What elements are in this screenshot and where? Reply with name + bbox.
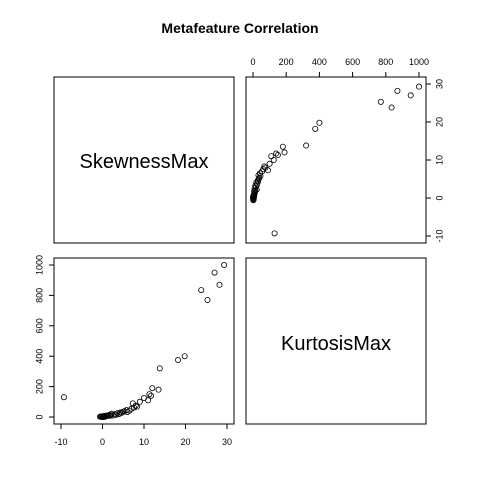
tick-label-left: 400: [34, 349, 44, 364]
tick-label-top: 800: [378, 57, 393, 67]
tick-label-bottom: 20: [180, 437, 190, 447]
data-point: [149, 385, 156, 392]
data-point: [394, 87, 401, 94]
variable-label-skewness: SkewnessMax: [80, 151, 209, 173]
scatter-panel-lower: [53, 257, 235, 425]
data-point: [261, 163, 268, 170]
tick-label-top: 1000: [409, 57, 429, 67]
data-point: [105, 412, 112, 419]
data-point: [136, 398, 143, 405]
data-point: [126, 407, 133, 414]
data-point: [221, 261, 228, 268]
tick-label-left: 1000: [34, 255, 44, 275]
data-point: [131, 404, 138, 411]
tick-label-top: 200: [279, 57, 294, 67]
tick-label-left: 0: [34, 414, 44, 419]
data-point: [255, 172, 262, 179]
points-upper-panel: [249, 83, 422, 237]
tick-label-bottom: -10: [54, 437, 67, 447]
data-point: [407, 92, 414, 99]
data-point: [108, 410, 115, 417]
data-point: [145, 397, 152, 404]
data-point: [279, 143, 286, 150]
data-point: [281, 149, 288, 156]
data-point: [262, 164, 269, 171]
tick-label-left: 200: [34, 379, 44, 394]
tick-label-bottom: 0: [100, 437, 105, 447]
data-point: [268, 153, 275, 160]
tick-label-top: 600: [345, 57, 360, 67]
data-point: [132, 402, 139, 409]
data-point: [377, 98, 384, 105]
tick-label-top: 400: [312, 57, 327, 67]
data-point: [156, 365, 163, 372]
data-point: [216, 281, 223, 288]
data-point: [270, 156, 277, 163]
tick-label-left: 600: [34, 318, 44, 333]
data-point: [118, 409, 125, 416]
variable-label-kurtosis: KurtosisMax: [281, 333, 391, 355]
diagonal-panel-kurtosis: [245, 257, 427, 425]
data-point: [274, 152, 281, 159]
data-point: [211, 269, 218, 276]
diagonal-panel-skewness: [53, 76, 235, 244]
data-point: [303, 142, 310, 149]
data-point: [273, 150, 280, 157]
tick-label-bottom: 30: [222, 437, 232, 447]
tick-label-right: 10: [434, 155, 444, 165]
data-point: [198, 287, 205, 294]
data-point: [388, 104, 395, 111]
data-point: [312, 125, 319, 132]
data-point: [133, 403, 140, 410]
tick-label-top: 0: [250, 57, 255, 67]
scatter-panel-upper: [245, 76, 427, 244]
chart-title: Metafeature Correlation: [161, 20, 318, 36]
tick-label-right: -10: [434, 229, 444, 242]
tick-label-bottom: 10: [139, 437, 149, 447]
data-point: [155, 386, 162, 393]
data-point: [271, 230, 278, 237]
tick-label-left: 800: [34, 288, 44, 303]
data-point: [181, 353, 188, 360]
data-point: [148, 392, 155, 399]
tick-label-right: 20: [434, 117, 444, 127]
data-point: [146, 391, 153, 398]
axes-group: 0 200 400 600 800 1000-1001020300200400600800…: [34, 57, 444, 447]
data-point: [60, 394, 67, 401]
data-point: [175, 356, 182, 363]
data-point: [266, 160, 273, 167]
data-point: [316, 119, 323, 126]
data-point: [204, 296, 211, 303]
data-point: [415, 83, 422, 90]
points-lower-panel: [60, 261, 228, 420]
tick-label-right: 30: [434, 79, 444, 89]
tick-label-right: 0: [434, 195, 444, 200]
